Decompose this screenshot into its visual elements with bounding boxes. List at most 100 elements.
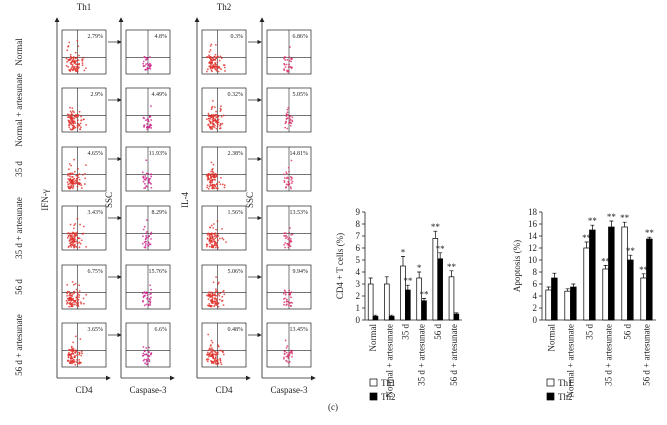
event-dot	[288, 120, 291, 122]
y-tick-label: 8	[356, 219, 361, 229]
event-dot	[217, 235, 220, 237]
event-dot	[290, 305, 292, 308]
event-dot	[76, 359, 78, 361]
event-dot	[76, 217, 79, 220]
event-dot	[76, 174, 79, 177]
event-dot	[211, 122, 214, 125]
event-dot	[214, 115, 216, 117]
event-dot	[81, 352, 83, 355]
event-dot	[67, 183, 70, 186]
event-dot	[217, 345, 220, 348]
event-dot	[217, 293, 220, 295]
x-tick-label: 35 d + artesunate	[417, 324, 427, 386]
x-tick-label: 56 d + artesunate	[449, 324, 459, 386]
event-dot	[217, 362, 220, 365]
event-dot	[288, 353, 291, 356]
event-dot	[288, 63, 290, 66]
event-dot	[283, 179, 286, 182]
bar	[400, 265, 406, 321]
event-dot	[149, 284, 152, 287]
event-dot	[287, 246, 290, 249]
event-dot	[215, 228, 217, 231]
event-dot	[291, 180, 294, 183]
event-dot	[211, 99, 214, 102]
event-dot	[74, 354, 76, 357]
event-dot	[215, 300, 218, 303]
event-dot	[287, 356, 290, 358]
event-dot	[206, 55, 208, 58]
event-dot	[69, 117, 72, 120]
event-dot	[206, 68, 209, 71]
event-dot	[288, 56, 291, 58]
event-dot	[149, 173, 152, 176]
event-dot	[71, 64, 74, 67]
event-dot	[72, 347, 75, 350]
bar	[388, 316, 395, 321]
bar	[448, 276, 455, 321]
event-dot	[285, 351, 288, 354]
event-dot	[212, 63, 215, 66]
event-dot	[286, 69, 288, 72]
event-dot	[80, 302, 83, 305]
event-dot	[73, 360, 76, 363]
y-tick-label: 18	[528, 207, 538, 217]
event-dot	[209, 121, 212, 124]
event-dot	[150, 127, 153, 129]
event-dot	[146, 230, 148, 233]
event-dot	[207, 232, 210, 235]
event-dot	[72, 301, 74, 304]
event-dot	[285, 183, 288, 186]
event-dot	[206, 237, 209, 240]
event-dot	[146, 68, 148, 71]
gate-percent: 6.6%	[155, 327, 168, 333]
event-dot	[150, 231, 153, 234]
event-dot	[66, 283, 69, 286]
event-dot	[66, 237, 69, 239]
event-dot	[145, 232, 148, 235]
event-dot	[219, 122, 222, 125]
event-dot	[76, 177, 78, 180]
bar	[564, 290, 571, 321]
y-tick-label: 7	[356, 231, 361, 241]
event-dot	[71, 280, 74, 283]
gate-percent: 9.94%	[293, 269, 309, 275]
event-dot	[76, 185, 79, 188]
event-dot	[69, 182, 71, 185]
event-dot	[147, 172, 150, 175]
event-dot	[218, 59, 221, 62]
error-bar	[384, 276, 389, 284]
flow-panel	[61, 264, 107, 310]
gate-percent: 0.48%	[228, 327, 244, 333]
gate-percent: 4.8%	[155, 34, 168, 40]
event-dot	[217, 66, 220, 68]
event-dot	[150, 183, 152, 185]
y-tick-label: 8	[533, 267, 538, 277]
error-bar	[433, 230, 438, 239]
event-dot	[150, 186, 153, 189]
event-dot	[67, 186, 70, 189]
event-dot	[66, 181, 69, 184]
event-dot	[207, 298, 210, 301]
event-dot	[215, 244, 218, 247]
event-dot	[290, 60, 292, 63]
significance: **	[588, 216, 598, 226]
event-dot	[147, 357, 150, 360]
event-dot	[142, 300, 144, 303]
bar	[437, 258, 443, 321]
event-dot	[76, 114, 79, 117]
event-dot	[143, 124, 145, 127]
y-tick-label: 4	[533, 291, 538, 301]
event-dot	[214, 357, 217, 360]
event-dot	[211, 236, 214, 239]
event-dot	[79, 223, 81, 226]
event-dot	[210, 59, 213, 62]
gate-percent: 1.56%	[228, 210, 244, 216]
error-bar	[400, 256, 405, 266]
event-dot	[219, 292, 222, 295]
event-dot	[211, 57, 214, 60]
event-dot	[210, 224, 213, 227]
event-dot	[218, 294, 221, 297]
bar	[589, 229, 596, 321]
error-bar	[389, 314, 394, 317]
event-dot	[208, 226, 211, 229]
